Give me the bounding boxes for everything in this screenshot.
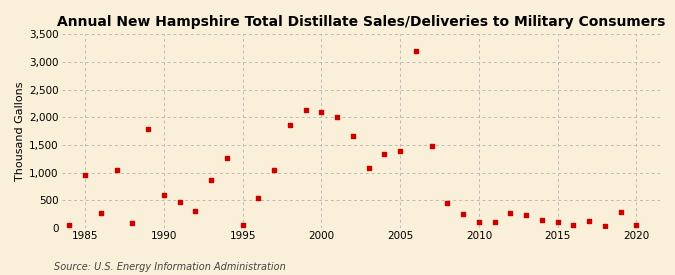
Point [269, 168, 279, 173]
Point [442, 200, 453, 205]
Point [410, 49, 421, 53]
Point [143, 127, 154, 132]
Point [221, 155, 232, 160]
Point [174, 200, 185, 204]
Point [568, 223, 578, 227]
Point [64, 223, 75, 227]
Text: Source: U.S. Energy Information Administration: Source: U.S. Energy Information Administ… [54, 262, 286, 272]
Point [348, 134, 358, 138]
Point [520, 213, 531, 217]
Title: Annual New Hampshire Total Distillate Sales/Deliveries to Military Consumers: Annual New Hampshire Total Distillate Sa… [57, 15, 665, 29]
Point [395, 149, 406, 153]
Point [631, 223, 642, 227]
Point [552, 219, 563, 224]
Point [80, 173, 90, 178]
Point [599, 224, 610, 229]
Point [363, 166, 374, 170]
Point [489, 220, 500, 225]
Point [615, 210, 626, 215]
Point [316, 110, 327, 114]
Point [159, 192, 169, 197]
Point [253, 196, 264, 200]
Point [505, 211, 516, 216]
Point [300, 108, 311, 112]
Point [537, 218, 547, 222]
Y-axis label: Thousand Gallons: Thousand Gallons [15, 81, 25, 181]
Point [96, 211, 107, 215]
Point [426, 144, 437, 148]
Point [458, 212, 468, 216]
Point [331, 115, 342, 120]
Point [584, 219, 595, 223]
Point [473, 220, 484, 224]
Point [111, 168, 122, 172]
Point [285, 123, 296, 127]
Point [206, 178, 217, 182]
Point [190, 209, 201, 214]
Point [238, 223, 248, 227]
Point [379, 152, 389, 156]
Point [127, 221, 138, 225]
